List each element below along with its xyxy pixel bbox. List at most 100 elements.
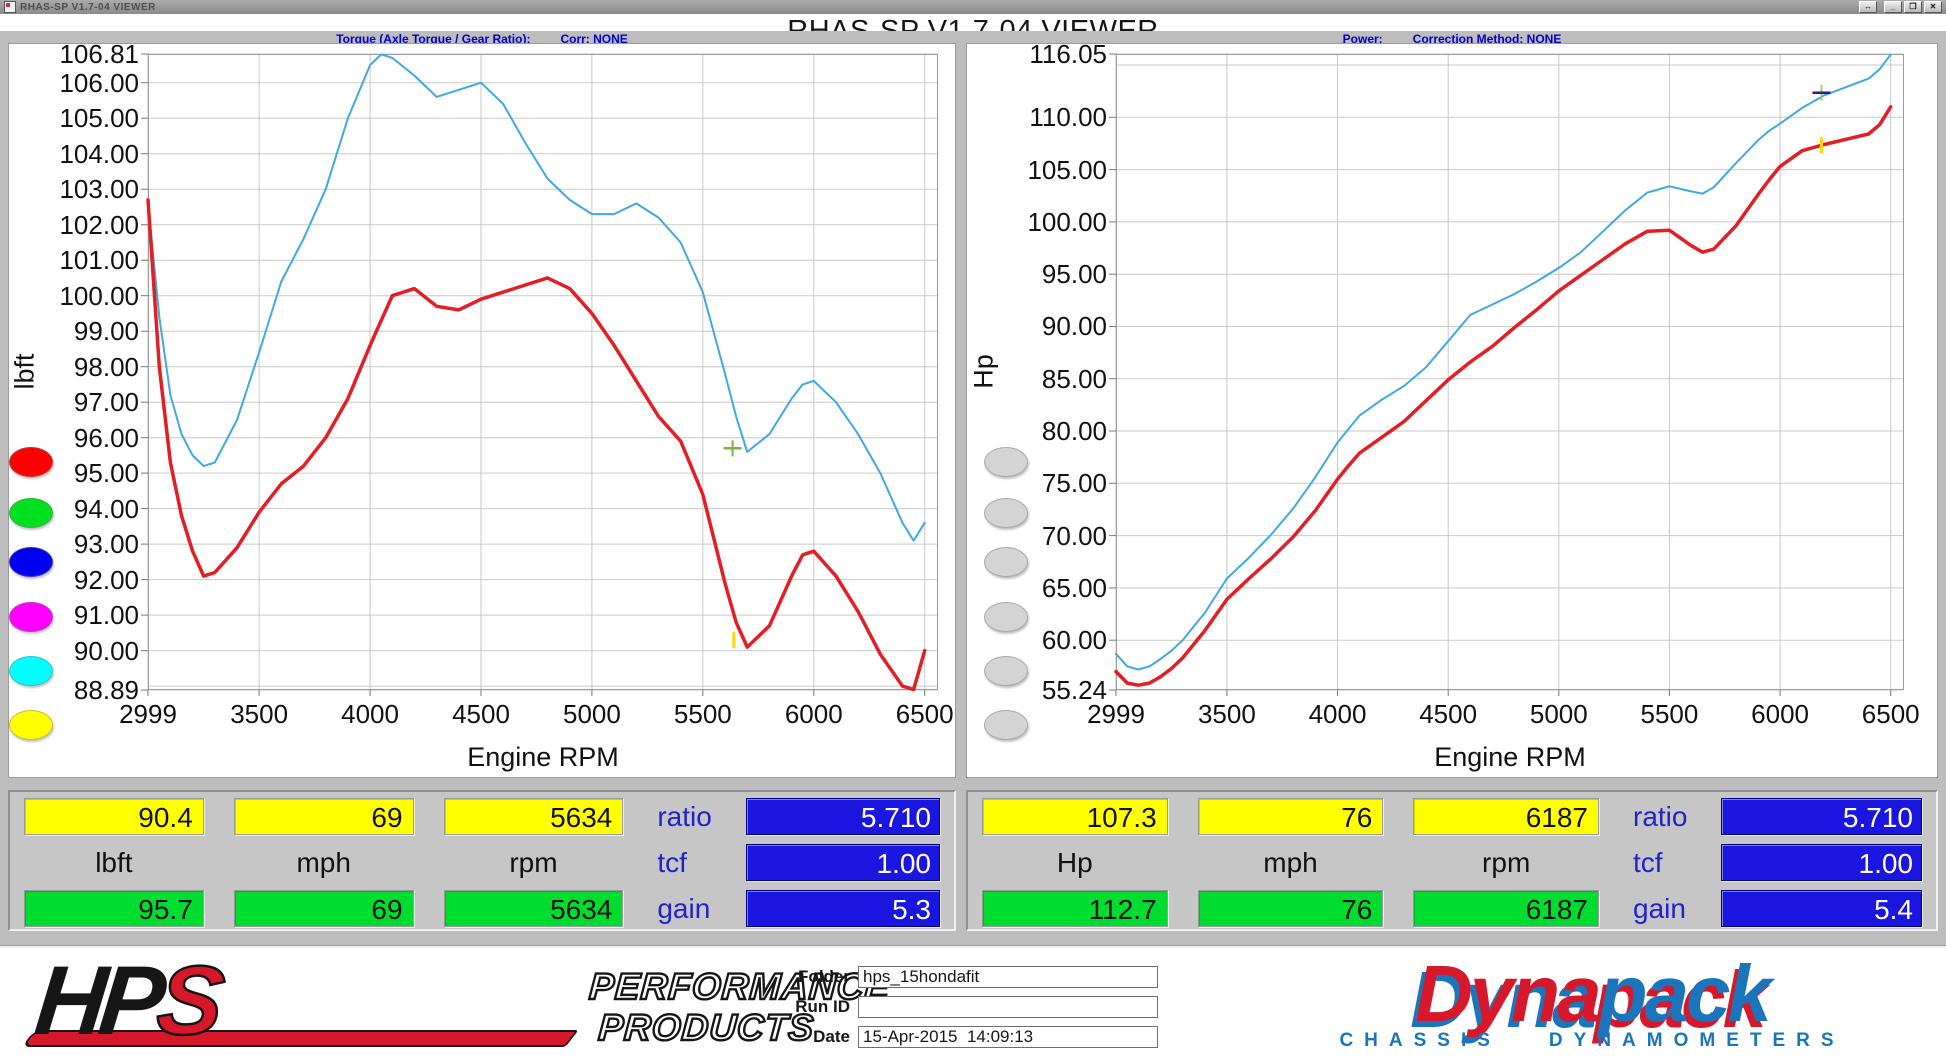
- gain-label: gain: [657, 893, 711, 924]
- y-axis-tick-label: 60.00: [1041, 625, 1107, 656]
- hps-logo: HPS: [21, 944, 579, 1056]
- y-axis-tick-label: 70.00: [1041, 520, 1107, 551]
- y-axis-tick-label: 90.00: [1041, 311, 1107, 342]
- y-axis-tick-label: 75.00: [1041, 468, 1107, 499]
- y-axis-tick-label: 85.00: [1041, 363, 1107, 394]
- legend-ellipse-2[interactable]: [984, 498, 1028, 528]
- x-axis-tick-label: 6000: [1751, 699, 1809, 729]
- power-chart-header: Power: Correction Method: NONE: [966, 32, 1938, 46]
- x-axis-tick-label: 5000: [1529, 699, 1588, 729]
- y-axis-title: lbft: [9, 353, 40, 390]
- legend-ellipse-5[interactable]: [9, 656, 53, 686]
- y-axis-tick-label: 95.00: [1041, 259, 1107, 290]
- x-axis-tick-label: 4500: [1419, 699, 1478, 729]
- legend-ellipse-1[interactable]: [9, 447, 53, 477]
- y-axis-tick-label: 106.00: [59, 67, 139, 98]
- power-correction-label: Correction Method: NONE: [1412, 32, 1562, 46]
- power-cursor2-rpm: 6187: [1413, 890, 1599, 927]
- torque-cursor2-value: 95.7: [24, 890, 204, 927]
- y-axis-tick-label: 99.00: [73, 316, 139, 347]
- x-axis-tick-label: 6500: [895, 699, 954, 729]
- torque-cursor2-rpm: 5634: [443, 890, 624, 927]
- y-axis-tick-label: 96.00: [73, 422, 139, 453]
- tcf-value: 1.00: [1721, 844, 1922, 881]
- power-header-label: Power:: [1342, 32, 1383, 46]
- page-title: RHAS-SP V1.7-04 VIEWER: [787, 15, 1159, 31]
- torque-correction-label: Corr: NONE: [560, 32, 628, 46]
- ratio-value: 5.710: [1721, 798, 1922, 835]
- legend-ellipse-4[interactable]: [984, 602, 1028, 632]
- date-field[interactable]: [858, 1026, 1158, 1048]
- y-axis-tick-label: 80.00: [1041, 416, 1107, 447]
- title-bar: RHAS-SP V1.7-04 VIEWER ↔ _ ❐ ✕: [0, 0, 1946, 14]
- ratio-label: ratio: [1633, 801, 1688, 832]
- x-axis-tick-label: 4000: [341, 699, 399, 729]
- torque-unit-label: lbft: [95, 847, 133, 878]
- run-id-label: Run ID: [795, 997, 850, 1016]
- folder-field[interactable]: [858, 966, 1158, 988]
- x-axis-title: Engine RPM: [1434, 742, 1586, 772]
- resize-button[interactable]: ↔: [1859, 1, 1877, 13]
- y-axis-tick-label: 100.00: [59, 280, 139, 311]
- y-axis-title: Hp: [968, 354, 999, 389]
- y-axis-tick-label: 98.00: [73, 351, 139, 382]
- dynapack-logo-pack: pack: [1598, 949, 1772, 1038]
- legend-ellipse-6[interactable]: [984, 710, 1028, 740]
- run-id-field[interactable]: [858, 996, 1158, 1018]
- legend-ellipse-5[interactable]: [984, 656, 1028, 686]
- hps-logo-s: S: [151, 944, 223, 1057]
- rpm-unit-label: rpm: [1482, 847, 1531, 878]
- y-axis-tick-label: 100.00: [1027, 206, 1107, 237]
- legend-ellipse-2[interactable]: [9, 498, 53, 528]
- x-axis-tick-label: 4500: [452, 699, 510, 729]
- minimize-button[interactable]: _: [1884, 1, 1902, 13]
- x-axis-tick-label: 5500: [1640, 699, 1699, 729]
- torque-header-label: Torque (Axle Torque / Gear Ratio):: [336, 32, 531, 46]
- y-axis-tick-label: 92.00: [73, 564, 139, 595]
- y-axis-tick-label: 103.00: [59, 174, 139, 205]
- legend-ellipse-6[interactable]: [9, 710, 53, 740]
- power-chart-panel: 116.05 110.00 105.00 100.00 95.00 90.00 85.00 8…: [966, 39, 1938, 778]
- y-axis-tick-label: 104.00: [59, 138, 139, 169]
- torque-cursor2-mph: 69: [233, 890, 414, 927]
- legend-ellipse-1[interactable]: [984, 447, 1028, 477]
- x-axis-tick-label: 3500: [1197, 699, 1256, 729]
- restore-button[interactable]: ❐: [1904, 1, 1922, 13]
- legend-ellipse-4[interactable]: [9, 602, 53, 632]
- torque-cursor1-mph: 69: [233, 798, 414, 835]
- y-axis-tick-label: 97.00: [73, 387, 139, 418]
- close-button[interactable]: ✕: [1924, 1, 1942, 13]
- y-axis-tick-label: 93.00: [73, 529, 139, 560]
- mph-unit-label: mph: [296, 847, 351, 878]
- torque-run-red-curve: [146, 198, 927, 692]
- y-axis-tick-label: 91.00: [73, 600, 139, 631]
- title-bar-text: RHAS-SP V1.7-04 VIEWER: [20, 1, 156, 13]
- x-axis-tick-label: 5500: [673, 699, 732, 729]
- legend-ellipse-3[interactable]: [984, 547, 1028, 577]
- ratio-label: ratio: [657, 801, 712, 832]
- gain-label: gain: [1633, 893, 1686, 924]
- tcf-value: 1.00: [745, 844, 940, 881]
- window-heading-band: RHAS-SP V1.7-04 VIEWER: [0, 14, 1946, 31]
- y-axis-tick-label: 116.05: [1029, 39, 1107, 69]
- hps-logo-hp: HP: [30, 945, 164, 1055]
- footer-divider: [0, 945, 1946, 949]
- torque-chart-header: Torque (Axle Torque / Gear Ratio): Corr: …: [8, 32, 956, 46]
- y-axis-tick-label: 95.00: [73, 458, 139, 489]
- torque-chart-plot-area[interactable]: [141, 53, 938, 696]
- app-icon: [4, 1, 16, 13]
- folder-label: Folder: [798, 967, 850, 986]
- x-axis-title: Engine RPM: [467, 742, 619, 772]
- power-chart-plot-area[interactable]: [1109, 53, 1904, 696]
- x-axis-tick-label: 2999: [1087, 699, 1145, 729]
- torque-cursor1-value: 90.4: [24, 798, 204, 835]
- legend-ellipse-3[interactable]: [9, 547, 53, 577]
- power-cursor2-mph: 76: [1197, 890, 1384, 927]
- torque-chart-panel: 106.81 106.00 105.00 104.00 103.00 102.00 101.…: [8, 40, 956, 778]
- date-label: Date: [813, 1027, 850, 1046]
- y-axis-tick-label: 94.00: [73, 493, 139, 524]
- y-axis-tick-label: 110.00: [1029, 102, 1107, 133]
- gain-value: 5.3: [745, 890, 940, 927]
- y-axis-tick-label: 105.00: [1027, 154, 1107, 185]
